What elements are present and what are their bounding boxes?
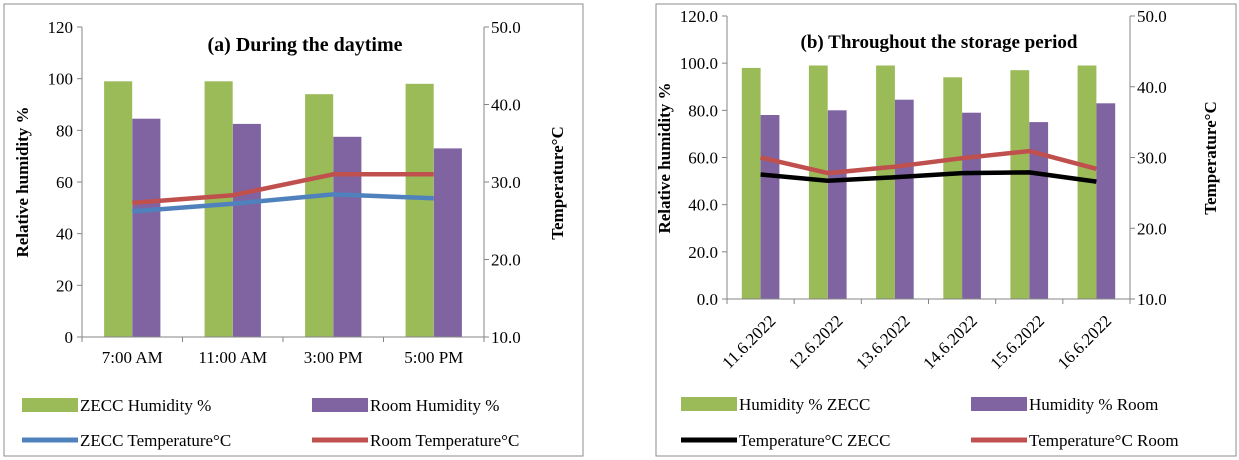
chart-a-xtick-label-0: 7:00 AM: [102, 348, 163, 367]
chart-a-ytick-label-6: 120: [48, 18, 74, 37]
chart-b-legend-label-1: Humidity % Room: [1029, 395, 1158, 414]
chart-a-bar-s0-0: [104, 81, 133, 338]
chart-a-legend-swatch-1: [312, 398, 368, 412]
chart-a-bar-s0-1: [204, 81, 233, 338]
chart-a-y2tick-label-4: 50.0: [491, 18, 521, 37]
chart-b-bar-s1-3: [962, 112, 981, 299]
chart-a-ytick-label-0: 0: [65, 328, 74, 347]
chart-b-y2tick-label-2: 30.0: [1137, 149, 1167, 168]
chart-panel-b: 0.0 20.0 40.0 60.0 80.0 100.0 120.0 10.0 20.0 30.…: [653, 0, 1239, 460]
chart-b-legend-swatch-0: [681, 397, 737, 411]
chart-a-ytick-label-5: 100: [48, 70, 74, 89]
chart-a-y2tick-label-1: 20.0: [491, 251, 521, 270]
chart-a-bar-s1-3: [433, 148, 462, 337]
chart-a-ytick-label-4: 80: [56, 121, 73, 140]
chart-b-legend-label-0: Humidity % ZECC: [739, 395, 870, 414]
chart-a-ytick-label-2: 40: [56, 225, 73, 244]
chart-a-y2tick-label-3: 40.0: [491, 96, 521, 115]
chart-a-line-1: [132, 172, 434, 206]
chart-b-y2label: Temperature°C: [1201, 101, 1220, 215]
chart-b-bar-s1-0: [760, 115, 780, 299]
chart-b-ytick-label-5: 100.0: [680, 54, 718, 73]
chart-b-legend-swatch-1: [971, 397, 1027, 411]
chart-b-y2tick-label-0: 10.0: [1137, 290, 1167, 309]
chart-a-ytick-label-1: 20: [56, 276, 73, 295]
chart-b-bar-s1-1: [827, 110, 847, 299]
chart-a-ytick-label-3: 60: [56, 173, 73, 192]
chart-b-line-1: [760, 148, 1097, 176]
chart-a-legend-swatch-0: [22, 398, 78, 412]
chart-b-bar-s1-4: [1029, 122, 1049, 299]
chart-a-legend-label-2: ZECC Temperature°C: [80, 431, 231, 450]
chart-a-ylabel: Relative humidity %: [13, 106, 32, 257]
chart-a-line-0: [132, 192, 434, 214]
chart-b-line-0: [760, 170, 1097, 184]
chart-b-bar-s1-5: [1096, 103, 1116, 299]
chart-b-legend-label-3: Temperature°C Room: [1029, 431, 1179, 450]
chart-b-bar-s0-2: [876, 65, 895, 299]
chart-b-bar-s0-1: [808, 65, 828, 299]
chart-b-ytick-label-6: 120.0: [680, 7, 718, 26]
chart-b-bar-s0-0: [741, 67, 761, 300]
chart-a-y2label: Temperature°C: [548, 126, 567, 240]
chart-a-bar-s0-3: [405, 83, 434, 337]
chart-a-title: (a) During the daytime: [208, 34, 403, 56]
chart-b-bar-s0-3: [943, 77, 963, 299]
chart-a-svg: 0 20 40 60 80 100 120 10.0 20.0 30.0 40.0 50.0 7:00 …: [3, 3, 584, 457]
chart-a-y2tick-label-2: 30.0: [491, 173, 521, 192]
chart-a-y2tick-label-0: 10.0: [491, 328, 521, 347]
chart-b-ytick-label-4: 80.0: [688, 101, 718, 120]
chart-b-y2tick-label-3: 40.0: [1137, 78, 1167, 97]
chart-b-ylabel: Relative humidity %: [655, 82, 674, 233]
chart-a-xtick-label-2: 3:00 PM: [304, 348, 363, 367]
chart-b-bar-s0-4: [1010, 70, 1030, 299]
chart-a-frame: [3, 3, 584, 457]
chart-a-bar-s1-2: [333, 136, 362, 337]
chart-b-title: (b) Throughout the storage period: [801, 32, 1078, 53]
chart-b-ytick-label-3: 60.0: [688, 149, 718, 168]
chart-a-legend-label-0: ZECC Humidity %: [80, 396, 211, 415]
chart-b-svg: 0.0 20.0 40.0 60.0 80.0 100.0 120.0 10.0 20.0 30.…: [655, 3, 1237, 457]
chart-a-xtick-label-1: 11:00 AM: [198, 348, 267, 367]
chart-a-bar-s0-2: [305, 94, 334, 337]
chart-a-legend-label-1: Room Humidity %: [370, 396, 499, 415]
chart-a-bar-s1-0: [132, 118, 161, 337]
chart-b-y2tick-label-1: 20.0: [1137, 219, 1167, 238]
chart-panel-a: 0 20 40 60 80 100 120 10.0 20.0 30.0 40.0 50.0 7:00 …: [0, 0, 585, 460]
chart-b-ytick-label-2: 40.0: [688, 196, 718, 215]
chart-b-y2tick-label-4: 50.0: [1137, 7, 1167, 26]
chart-a-xtick-label-3: 5:00 PM: [404, 348, 463, 367]
chart-b-bar-s1-2: [894, 99, 914, 299]
chart-b-ytick-label-1: 20.0: [688, 243, 718, 262]
chart-a-legend-label-3: Room Temperature°C: [370, 431, 519, 450]
chart-b-legend-label-2: Temperature°C ZECC: [739, 431, 890, 450]
chart-b-ytick-label-0: 0.0: [697, 290, 718, 309]
chart-a-bar-s1-1: [232, 123, 261, 338]
